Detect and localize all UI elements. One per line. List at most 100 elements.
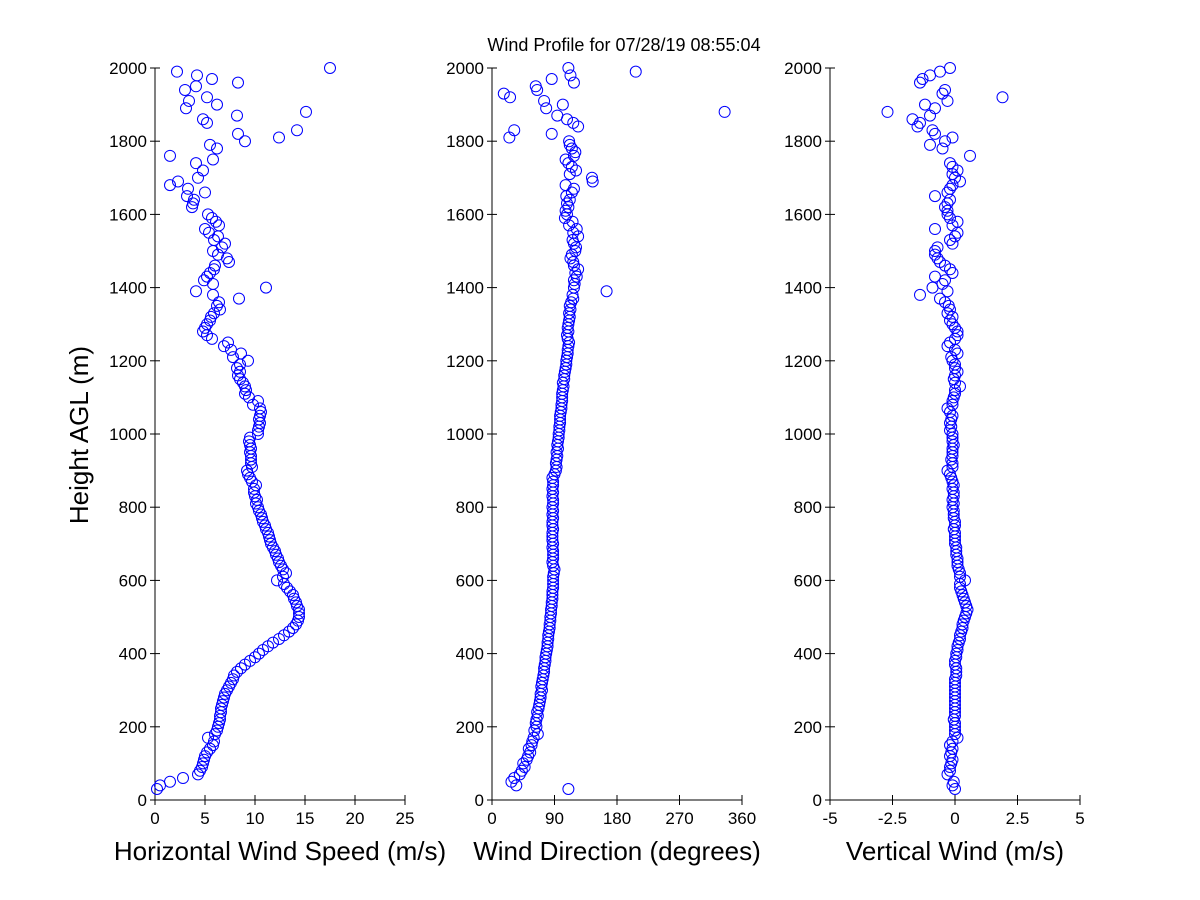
y-tick-label: 0 [138,791,147,810]
x-tick-label: 0 [950,809,959,828]
x-axis-label-direction: Wind Direction (degrees) [473,836,761,866]
x-tick-label: 25 [396,809,415,828]
data-point [926,124,939,137]
data-point [947,775,960,788]
data-point [202,208,214,221]
data-point [911,120,924,133]
y-tick-label: 400 [456,645,484,664]
data-point [559,179,572,192]
y-tick-label: 0 [813,791,822,810]
y-tick-label: 600 [119,571,147,590]
data-point [944,182,956,195]
y-tick-label: 0 [475,791,484,810]
y-tick-label: 600 [794,571,822,590]
data-point [939,135,951,148]
y-tick-label: 2000 [109,59,147,78]
x-tick-label: 180 [603,809,631,828]
data-point [177,772,189,785]
data-point [245,442,257,455]
data-point [941,285,954,298]
data-point [941,94,954,107]
data-point [914,76,926,89]
data-point [253,413,265,426]
data-point [569,266,582,279]
data-point [280,567,292,580]
data-point [924,109,936,122]
data-point [931,252,944,265]
data-point [949,321,961,334]
data-point [600,285,613,298]
data-point [201,318,213,331]
data-point [211,724,223,737]
data-point [209,259,221,272]
y-tick-label: 2000 [784,59,822,78]
data-point [203,226,215,239]
data-point [213,296,225,309]
data-point [946,131,959,144]
data-point [951,329,964,342]
data-point [218,340,230,353]
data-point [214,303,226,316]
y-tick-label: 1800 [784,132,822,151]
data-point [522,742,535,755]
data-point [929,127,941,140]
data-point [181,190,193,203]
data-point [946,409,959,422]
y-tick-label: 1800 [109,132,147,151]
data-point [563,168,576,181]
x-tick-label: 15 [296,809,315,828]
data-point [914,288,926,301]
data-point [192,171,204,184]
data-point [951,731,964,744]
y-axis-label: Height AGL (m) [64,346,94,524]
data-point [201,270,213,283]
data-point [559,153,572,166]
data-point [300,105,312,118]
chart-title: Wind Profile for 07/28/19 08:55:04 [487,35,760,55]
data-point [946,318,959,331]
data-point [944,193,956,206]
y-tick-label: 1600 [446,205,484,224]
data-point [929,102,941,115]
data-point [929,223,941,236]
data-point [561,197,573,210]
data-point [954,570,966,583]
data-point [188,193,200,206]
panel-vertical: 0 200 400 600 800 1000 1200 1400 1600 1800 2000 -5 -… [784,59,1085,866]
data-point [510,779,523,792]
data-point [291,124,303,137]
data-point [944,212,956,225]
data-point [267,636,279,649]
data-point [264,534,276,547]
data-point [941,307,954,320]
data-point [222,336,234,349]
y-tick-label: 1800 [446,132,484,151]
data-point [529,80,542,93]
data-point [201,91,213,104]
data-point [232,127,244,140]
data-point [164,149,176,162]
data-point [944,406,956,419]
x-axis-label-speed: Horizontal Wind Speed (m/s) [114,836,446,866]
data-point [942,299,955,312]
x-tick-label: 0 [487,809,496,828]
data-point [179,83,191,96]
data-point [586,171,598,184]
data-point [944,739,956,752]
data-point [567,182,580,195]
x-tick-label: 2.5 [1006,809,1030,828]
data-point [944,314,956,327]
data-point [946,398,959,411]
data-point [273,131,285,144]
data-point [231,109,243,122]
data-point [946,237,959,250]
data-point [235,662,247,675]
data-point [936,142,949,155]
data-point [919,98,931,111]
data-point [291,600,303,613]
y-tick-label: 800 [456,498,484,517]
data-point [254,402,266,415]
data-point [936,277,949,290]
data-point [201,746,213,759]
